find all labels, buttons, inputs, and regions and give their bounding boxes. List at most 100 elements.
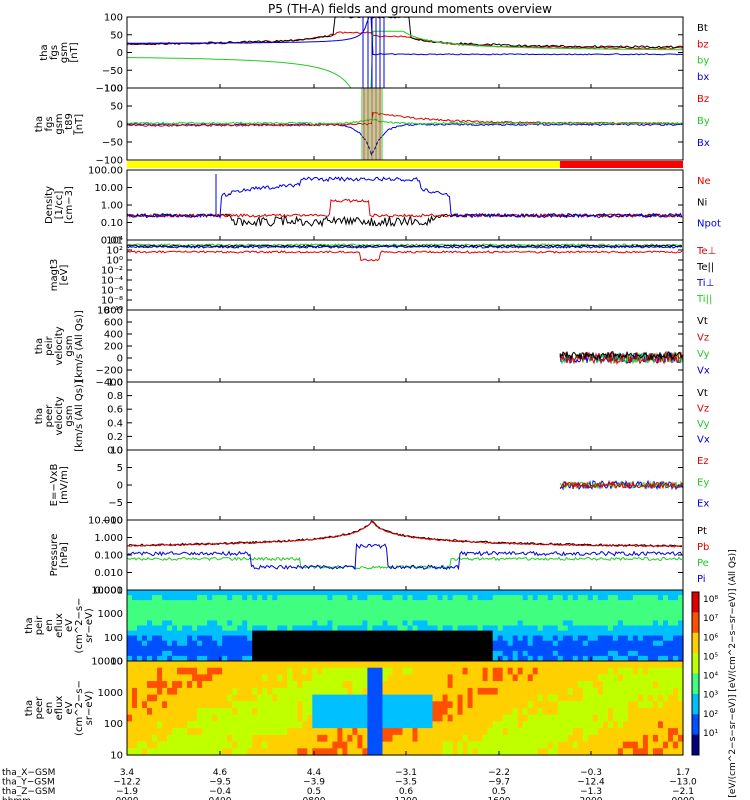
heatmap-8-cell bbox=[497, 610, 504, 616]
heatmap-8-cell bbox=[632, 640, 639, 647]
heatmap-8-cell bbox=[487, 600, 494, 606]
heatmap-8-cell bbox=[663, 610, 669, 616]
heatmap-9-cell bbox=[347, 667, 353, 675]
heatmap-8-cell bbox=[658, 590, 664, 596]
heatmap-9-cell bbox=[337, 728, 343, 736]
heatmap-8-cell bbox=[532, 650, 539, 657]
heatmap-8-cell bbox=[247, 630, 253, 637]
heatmap-9-cell bbox=[492, 748, 499, 756]
heatmap-8-cell bbox=[477, 595, 484, 601]
heatmap-8-cell bbox=[177, 650, 183, 657]
heatmap-8-cell bbox=[222, 650, 228, 657]
heatmap-9-cell bbox=[587, 741, 594, 749]
heatmap-9-cell bbox=[287, 741, 293, 749]
heatmap-8-cell bbox=[622, 645, 629, 652]
heatmap-8-cell bbox=[377, 590, 384, 596]
legend-Vx: Vx bbox=[697, 435, 710, 446]
heatmap-8-cell bbox=[602, 655, 609, 662]
heatmap-8-cell bbox=[162, 635, 168, 642]
heatmap-8-cell bbox=[152, 610, 158, 616]
heatmap-8-cell bbox=[462, 590, 469, 596]
heatmap-8-cell bbox=[412, 635, 419, 642]
heatmap-8-cell bbox=[297, 625, 303, 632]
heatmap-8-cell bbox=[477, 635, 484, 642]
heatmap-8-cell bbox=[673, 655, 679, 662]
time-axis-value: −3.9 bbox=[303, 778, 325, 788]
heatmap-9-cell bbox=[472, 661, 479, 669]
heatmap-8-cell bbox=[137, 595, 143, 601]
heatmap-8-cell bbox=[272, 615, 278, 622]
heatmap-9-cell bbox=[457, 714, 464, 722]
heatmap-8-cell bbox=[663, 600, 669, 606]
heatmap-8-cell bbox=[402, 605, 409, 611]
heatmap-8-cell bbox=[467, 590, 474, 596]
heatmap-8-cell bbox=[172, 625, 178, 632]
heatmap-8-cell bbox=[652, 650, 659, 657]
heatmap-8-cell bbox=[427, 650, 434, 657]
heatmap-8-cell bbox=[312, 630, 318, 637]
heatmap-9-cell bbox=[157, 687, 163, 696]
heatmap-9-cell bbox=[257, 714, 263, 722]
heatmap-8-cell bbox=[467, 605, 474, 611]
heatmap-8-cell bbox=[442, 645, 449, 652]
heatmap-8-cell bbox=[472, 600, 479, 606]
heatmap-8-cell bbox=[367, 640, 373, 647]
heatmap-8-cell bbox=[237, 650, 243, 657]
panel-8-ytick: 1000 bbox=[98, 609, 123, 620]
heatmap-8-cell bbox=[247, 605, 253, 611]
heatmap-8-cell bbox=[602, 635, 609, 642]
panel-4-ytick: 200 bbox=[104, 342, 123, 353]
heatmap-8-cell bbox=[307, 650, 313, 657]
heatmap-9-cell bbox=[532, 721, 539, 729]
heatmap-9-cell bbox=[522, 667, 529, 675]
heatmap-8-cell bbox=[552, 635, 559, 642]
heatmap-8-cell bbox=[222, 600, 228, 606]
heatmap-8-cell bbox=[157, 595, 163, 601]
panel-5-ytick: 0.0 bbox=[107, 446, 123, 457]
heatmap-8-cell bbox=[392, 630, 399, 637]
heatmap-8-cell bbox=[347, 595, 353, 601]
heatmap-8-cell bbox=[127, 650, 133, 657]
heatmap-8-cell bbox=[367, 650, 373, 657]
heatmap-8-cell bbox=[532, 615, 539, 622]
heatmap-8-cell bbox=[622, 625, 629, 632]
heatmap-8-cell bbox=[517, 605, 524, 611]
heatmap-9-cell bbox=[678, 721, 684, 729]
heatmap-9-cell bbox=[663, 748, 669, 756]
heatmap-9-cell bbox=[357, 721, 363, 729]
heatmap-8-cell bbox=[462, 595, 469, 601]
heatmap-8-cell bbox=[427, 625, 434, 632]
heatmap-8-cell bbox=[552, 640, 559, 647]
heatmap-9-cell bbox=[457, 728, 464, 736]
heatmap-9-cell bbox=[327, 714, 333, 722]
heatmap-8-cell bbox=[612, 620, 619, 627]
heatmap-9-cell bbox=[402, 667, 409, 675]
heatmap-9-cell bbox=[217, 701, 223, 709]
heatmap-8-cell bbox=[292, 655, 298, 662]
heatmap-8-cell bbox=[612, 610, 619, 616]
heatmap-8-cell bbox=[207, 645, 213, 652]
heatmap-9-cell bbox=[362, 741, 368, 749]
heatmap-9-cell bbox=[342, 674, 348, 682]
heatmap-9-cell bbox=[317, 674, 323, 682]
heatmap-9-cell bbox=[362, 667, 368, 675]
heatmap-9-cell bbox=[457, 708, 464, 716]
heatmap-9-cell bbox=[372, 721, 378, 729]
heatmap-9-cell bbox=[392, 714, 399, 722]
heatmap-8-cell bbox=[502, 590, 509, 596]
heatmap-8-cell bbox=[302, 655, 308, 662]
heatmap-9-cell bbox=[492, 674, 499, 682]
heatmap-8-cell bbox=[292, 595, 298, 601]
heatmap-8-cell bbox=[477, 590, 484, 596]
heatmap-9-cell bbox=[567, 734, 574, 743]
heatmap-8-cell bbox=[232, 590, 238, 596]
heatmap-8-cell bbox=[432, 620, 439, 627]
heatmap-9-cell bbox=[277, 734, 283, 743]
heatmap-8-cell bbox=[577, 595, 584, 601]
heatmap-9-cell bbox=[617, 681, 624, 689]
heatmap-8-cell bbox=[397, 600, 404, 606]
heatmap-9-cell bbox=[472, 721, 479, 729]
heatmap-8-cell bbox=[622, 605, 629, 611]
heatmap-8-cell bbox=[452, 635, 459, 642]
heatmap-8-cell bbox=[447, 600, 454, 606]
